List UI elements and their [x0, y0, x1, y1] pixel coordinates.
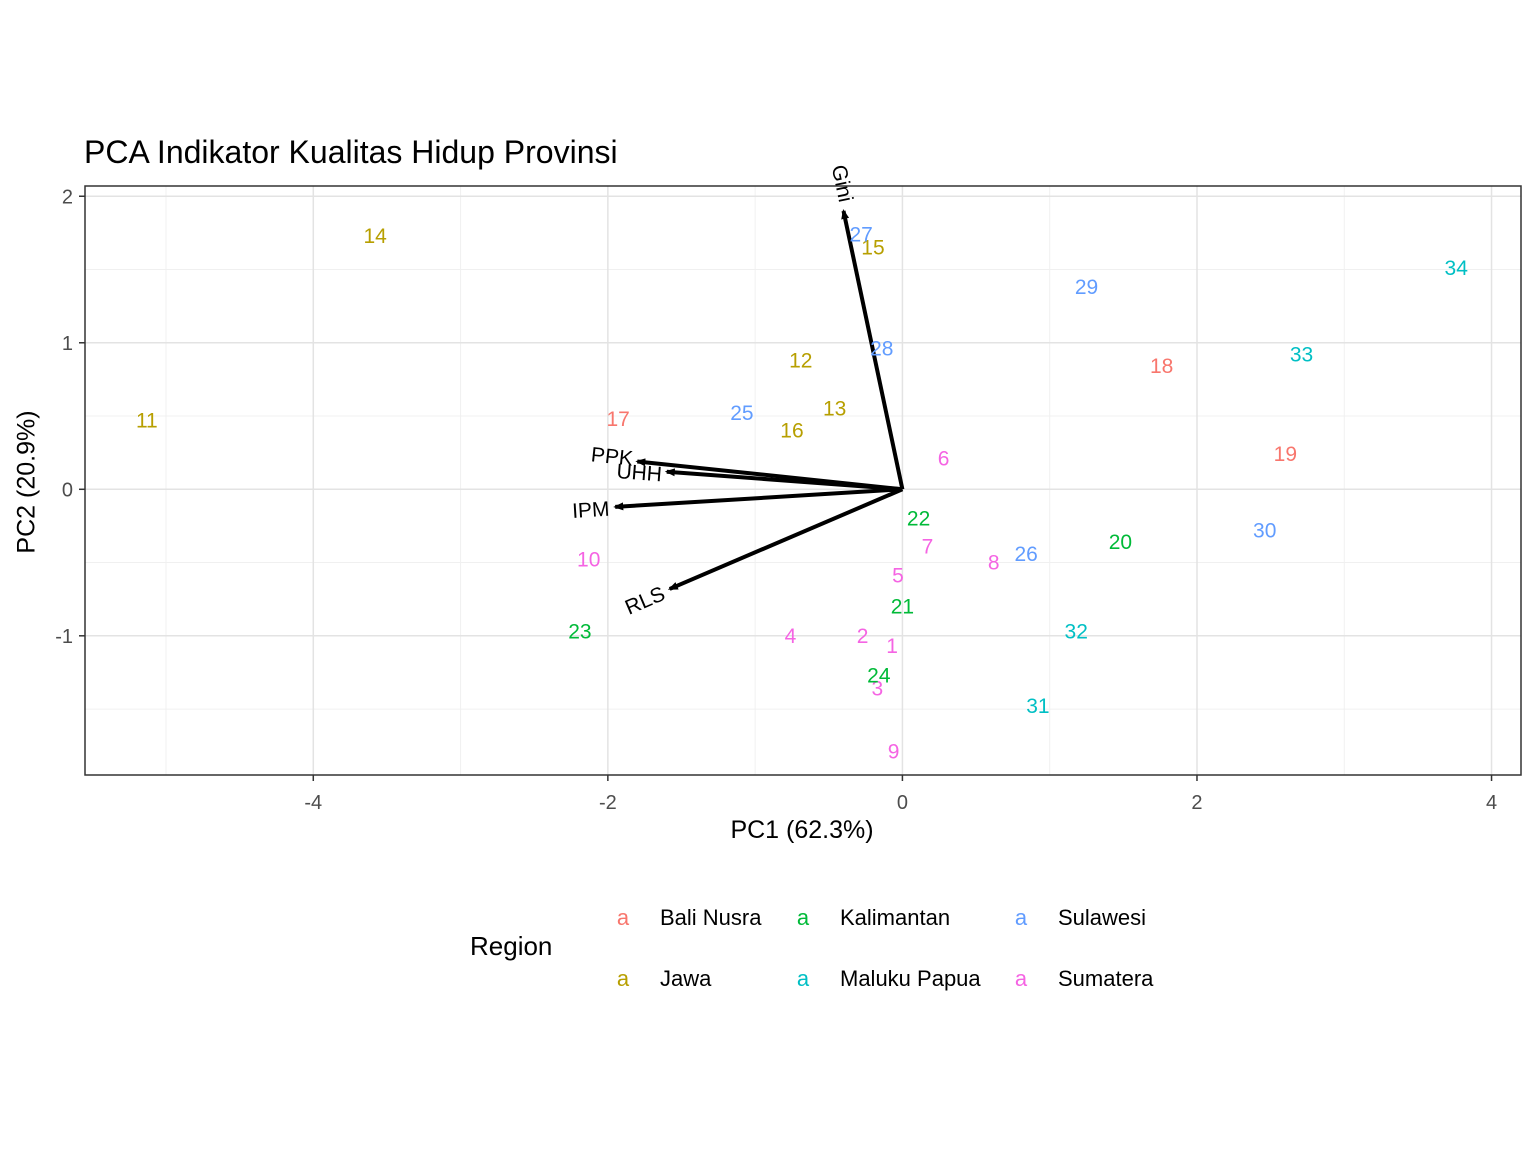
loading-label-rls: RLS: [622, 582, 669, 619]
legend-key: a: [616, 905, 630, 930]
legend-label: Maluku Papua: [840, 966, 981, 991]
legend-label: Sulawesi: [1058, 905, 1147, 930]
loading-arrows: [613, 208, 905, 591]
loading-arrow-gini: [841, 208, 905, 490]
point-label: 10: [577, 549, 600, 572]
point-label: 14: [363, 225, 387, 248]
point-label: 27: [849, 223, 872, 246]
loading-arrow-uhh: [664, 468, 903, 492]
point-label: 22: [907, 508, 930, 531]
legend-label: Kalimantan: [840, 905, 951, 930]
point-label: 26: [1014, 543, 1037, 566]
point-label: 24: [867, 664, 891, 687]
point-label: 28: [870, 338, 893, 361]
point-label: 23: [568, 620, 591, 643]
point-label: 4: [785, 625, 797, 648]
legend-item: a Sumatera: [1006, 966, 1154, 992]
point-label: 20: [1109, 531, 1132, 554]
point-label: 34: [1445, 257, 1469, 280]
point-label: 33: [1290, 343, 1313, 366]
legend-key: a: [1014, 966, 1028, 991]
point-label: 1: [886, 635, 898, 658]
x-tick-label: 0: [897, 792, 908, 814]
point-label: 6: [938, 448, 950, 471]
legend-key: a: [1014, 905, 1028, 930]
loading-arrow-ipm: [613, 487, 903, 511]
point-label: 3: [872, 678, 884, 701]
legend-item: a Sulawesi: [1006, 905, 1146, 931]
loading-label-ppk: PPK: [590, 443, 634, 470]
point-label: 13: [823, 398, 846, 421]
y-tick-label: -1: [55, 626, 73, 648]
y-axis-title: PC2 (20.9%): [12, 410, 41, 554]
legend-item: a Maluku Papua: [788, 966, 981, 992]
point-label: 29: [1075, 276, 1098, 299]
y-tick-label: 0: [62, 479, 73, 501]
point-label: 16: [780, 420, 803, 443]
point-label: 9: [888, 741, 900, 764]
point-label: 12: [789, 349, 812, 372]
grid: [85, 186, 1521, 775]
chart-title: PCA Indikator Kualitas Hidup Provinsi: [84, 134, 618, 170]
point-label: 31: [1026, 695, 1049, 718]
point-label: 21: [891, 596, 914, 619]
x-tick-label: 2: [1191, 792, 1202, 814]
point-label: 30: [1253, 519, 1276, 542]
loading-label-ipm: IPM: [571, 498, 610, 523]
panel-border: [84, 185, 1522, 776]
point-label: 18: [1150, 355, 1173, 378]
legend-label: Sumatera: [1058, 966, 1154, 991]
x-tick-label: -4: [304, 792, 322, 814]
x-tick-label: -2: [599, 792, 617, 814]
legend-label: Jawa: [660, 966, 712, 991]
legend-key: a: [796, 966, 810, 991]
point-label: 8: [988, 552, 1000, 575]
loading-label-gini: Gini: [827, 163, 857, 204]
legend-item: a Jawa: [608, 966, 711, 992]
loading-arrow-rls: [667, 487, 904, 591]
loading-label-uhh: UHH: [616, 460, 663, 486]
point-label: 11: [136, 409, 158, 432]
legend-key: a: [796, 905, 810, 930]
point-label: 7: [922, 535, 934, 558]
point-label: 19: [1274, 443, 1297, 466]
legend: Region a Bali Nusra a Kalimantan a Sulawesi a J…: [470, 895, 1170, 1005]
legend-item: a Kalimantan: [788, 905, 950, 931]
point-labels: 1234567891011121314151617181920212223242…: [136, 223, 1468, 763]
x-tick-label: 4: [1486, 792, 1497, 814]
legend-title: Region: [470, 931, 553, 961]
legend-key: a: [616, 966, 630, 991]
point-label: 2: [857, 625, 869, 648]
point-label: 15: [861, 237, 884, 260]
point-label: 17: [606, 408, 629, 431]
point-label: 25: [730, 402, 753, 425]
point-label: 32: [1065, 620, 1088, 643]
x-axis-title: PC1 (62.3%): [730, 816, 874, 844]
legend-label: Bali Nusra: [660, 905, 762, 930]
point-label: 5: [892, 565, 904, 588]
y-tick-label: 1: [62, 333, 73, 355]
y-tick-label: 2: [62, 186, 73, 208]
legend-item: a Bali Nusra: [608, 905, 762, 931]
